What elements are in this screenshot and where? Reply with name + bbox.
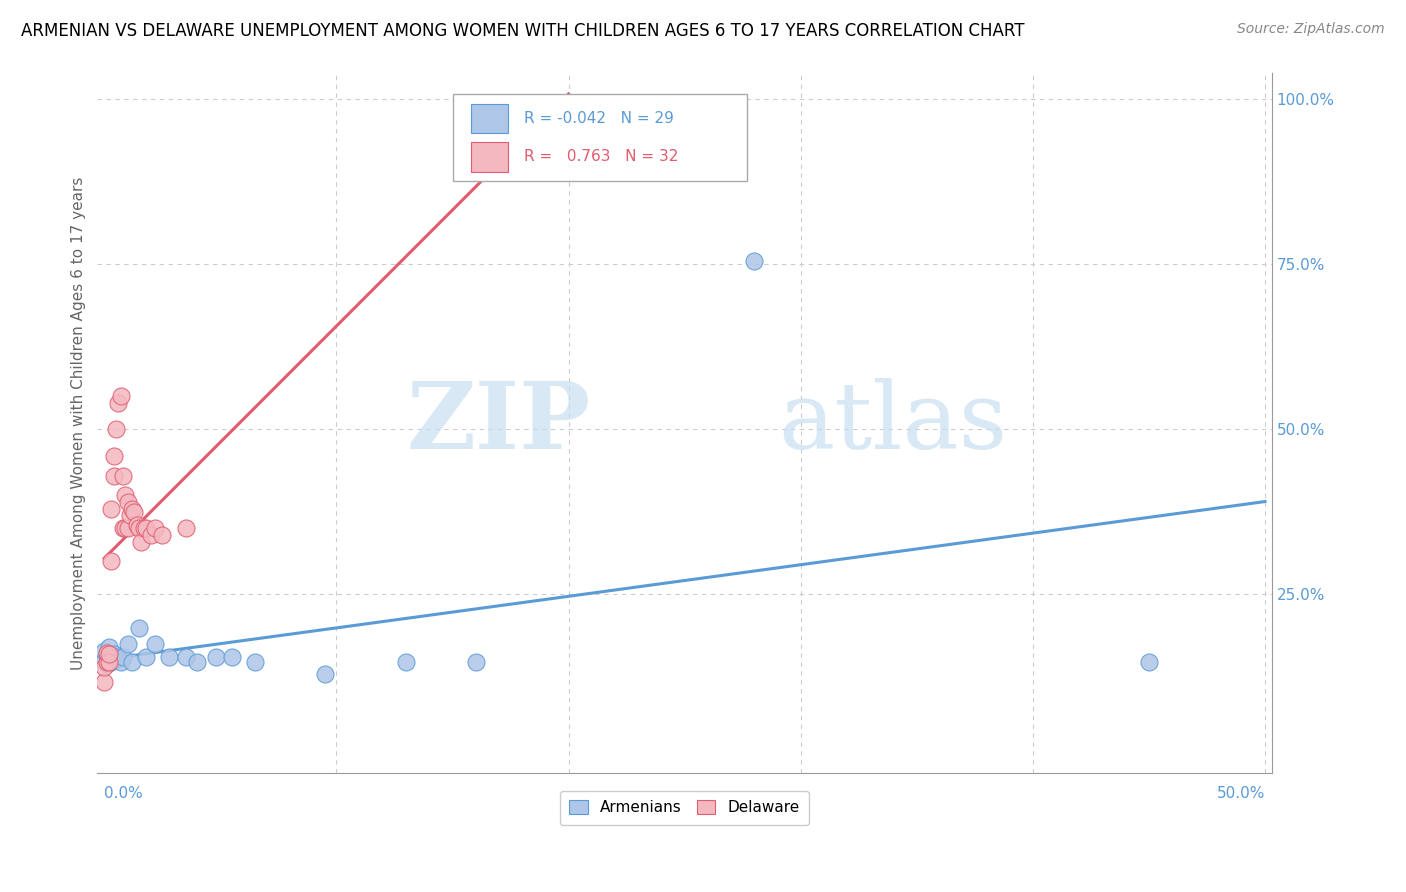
Bar <box>471 103 509 133</box>
Point <box>204 650 226 665</box>
Point <box>111 521 134 535</box>
Point <box>96 646 118 660</box>
Point <box>114 521 136 535</box>
Point <box>121 655 143 669</box>
Point <box>110 655 132 669</box>
Point <box>96 655 118 669</box>
Text: atlas: atlas <box>779 378 1008 468</box>
Point <box>174 650 197 665</box>
Point <box>128 620 150 634</box>
Point <box>107 396 129 410</box>
Y-axis label: Unemployment Among Women with Children Ages 6 to 17 years: Unemployment Among Women with Children A… <box>72 177 86 670</box>
Point <box>464 655 486 669</box>
Bar <box>471 142 509 171</box>
Point <box>125 518 148 533</box>
Point <box>110 389 132 403</box>
Legend: Armenians, Delaware: Armenians, Delaware <box>560 791 808 824</box>
FancyBboxPatch shape <box>453 94 747 181</box>
Point <box>131 534 153 549</box>
Point <box>104 652 127 666</box>
Text: ARMENIAN VS DELAWARE UNEMPLOYMENT AMONG WOMEN WITH CHILDREN AGES 6 TO 17 YEARS C: ARMENIAN VS DELAWARE UNEMPLOYMENT AMONG … <box>21 22 1025 40</box>
Text: 50.0%: 50.0% <box>1216 786 1265 801</box>
Point <box>97 655 120 669</box>
Point <box>121 501 143 516</box>
Point <box>97 647 120 661</box>
Point <box>221 650 243 665</box>
Point <box>111 650 134 665</box>
Point <box>135 650 157 665</box>
Text: R = -0.042   N = 29: R = -0.042 N = 29 <box>523 111 673 126</box>
Point <box>117 495 139 509</box>
Point <box>103 449 125 463</box>
Text: ZIP: ZIP <box>406 378 591 468</box>
Point <box>103 647 125 661</box>
Point <box>139 528 162 542</box>
Point <box>100 655 122 669</box>
Point <box>145 521 167 535</box>
Point <box>395 655 418 669</box>
Point <box>93 643 115 657</box>
Point <box>124 505 146 519</box>
Point <box>314 666 336 681</box>
Point <box>96 657 118 671</box>
Point <box>174 521 197 535</box>
Point <box>111 468 134 483</box>
Point <box>742 254 765 268</box>
Text: Source: ZipAtlas.com: Source: ZipAtlas.com <box>1237 22 1385 37</box>
Point <box>145 637 167 651</box>
Point <box>93 660 115 674</box>
Text: 0.0%: 0.0% <box>104 786 143 801</box>
Point <box>186 655 208 669</box>
Point <box>150 528 173 542</box>
Point <box>93 653 115 667</box>
Point <box>1137 655 1160 669</box>
Text: R =   0.763   N = 32: R = 0.763 N = 32 <box>523 150 678 164</box>
Point <box>96 647 118 661</box>
Point <box>118 508 141 523</box>
Point <box>157 650 180 665</box>
Point <box>114 488 136 502</box>
Point <box>117 521 139 535</box>
Point <box>488 158 510 172</box>
Point <box>100 501 122 516</box>
Point <box>128 521 150 535</box>
Point <box>107 650 129 665</box>
Point <box>100 554 122 568</box>
Point <box>97 650 120 665</box>
Point <box>103 468 125 483</box>
Point <box>245 655 267 669</box>
Point <box>104 422 127 436</box>
Point <box>117 637 139 651</box>
Point <box>132 521 155 535</box>
Point <box>93 674 115 689</box>
Point <box>135 521 157 535</box>
Point <box>100 650 122 665</box>
Point <box>97 640 120 655</box>
